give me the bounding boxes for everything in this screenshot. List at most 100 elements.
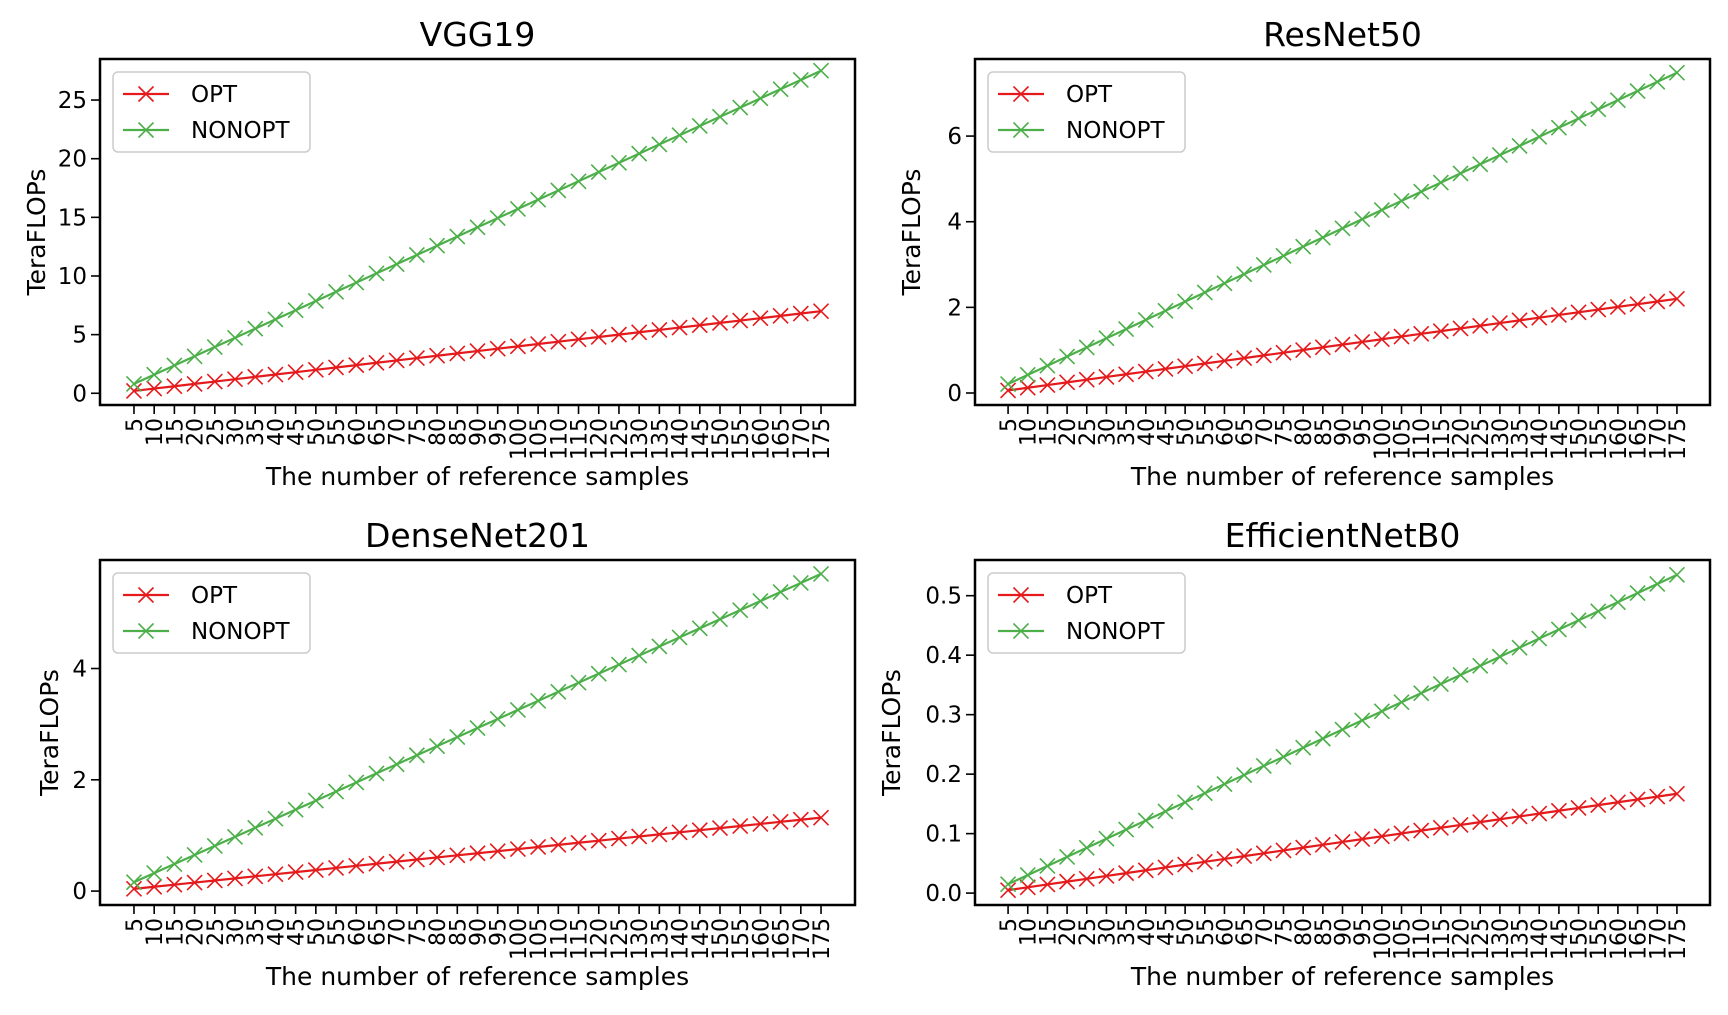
legend: OPT NONOPT (112, 572, 311, 654)
data-point-nonopt (772, 81, 789, 98)
data-point-nonopt (408, 747, 425, 764)
y-tick-label: 0.0 (925, 881, 962, 907)
data-point-opt (1236, 350, 1253, 367)
data-point-nonopt (408, 246, 425, 264)
x-tick-label: 35 (1115, 418, 1140, 446)
data-point-nonopt (1236, 266, 1253, 283)
x-tick-label: 60 (1213, 918, 1238, 946)
x-tick-label: 70 (1253, 418, 1278, 446)
data-point-nonopt (368, 765, 385, 782)
x-tick-label: 45 (285, 418, 310, 446)
x-tick-label: 40 (1135, 918, 1160, 946)
data-point-opt (1511, 808, 1528, 825)
data-point-nonopt (1491, 648, 1508, 665)
legend-marker-opt (137, 586, 155, 604)
legend-box (112, 572, 311, 654)
legend-label-opt: OPT (1066, 583, 1113, 609)
data-point-nonopt (1334, 721, 1351, 738)
x-tick-label: 75 (1272, 918, 1297, 946)
data-point-opt (1098, 867, 1115, 885)
data-point-opt (449, 345, 466, 362)
data-point-opt (651, 826, 668, 843)
data-point-opt (530, 838, 547, 856)
x-tick-label: 10 (143, 918, 168, 946)
x-tick-label: 15 (163, 918, 188, 946)
data-point-opt (1393, 825, 1410, 842)
chart-title: ResNet50 (1263, 15, 1422, 54)
y-tick-label: 0.1 (925, 822, 962, 848)
data-point-nonopt (1039, 857, 1056, 875)
data-point-opt (388, 853, 405, 870)
x-tick-label: 100 (507, 918, 532, 960)
legend-label-opt: OPT (1066, 82, 1113, 108)
y-tick-label: 0.3 (925, 703, 962, 729)
data-point-opt (348, 357, 365, 374)
data-point-nonopt (1393, 694, 1410, 711)
data-point-nonopt (1295, 739, 1312, 756)
data-point-opt (1491, 314, 1508, 332)
x-tick-label: 160 (1607, 918, 1632, 960)
x-tick-label: 125 (608, 418, 633, 460)
x-tick-label: 155 (729, 418, 754, 460)
data-point-nonopt (388, 256, 405, 273)
data-point-nonopt (711, 108, 729, 125)
x-tick-label: 75 (406, 418, 431, 446)
x-tick-label: 120 (588, 418, 613, 460)
data-point-nonopt (348, 274, 365, 291)
data-point-nonopt (1432, 675, 1449, 693)
x-tick-label: 55 (1194, 918, 1219, 946)
data-point-opt (732, 312, 749, 329)
x-tick-label: 85 (446, 418, 471, 446)
data-point-nonopt (691, 117, 708, 135)
x-tick-label: 140 (669, 418, 694, 460)
data-point-nonopt (1314, 229, 1331, 246)
x-tick-label: 125 (608, 918, 633, 960)
x-tick-label: 45 (285, 918, 310, 946)
data-point-nonopt (732, 99, 749, 116)
legend-marker-nonopt (1012, 121, 1030, 139)
y-tick-label: 0.4 (925, 643, 962, 669)
x-tick-label: 155 (1587, 418, 1612, 460)
data-point-opt (1334, 336, 1351, 353)
data-point-nonopt (307, 792, 324, 809)
data-point-opt (1118, 865, 1135, 882)
data-point-opt (469, 845, 486, 862)
x-tick-label: 140 (1528, 918, 1553, 960)
legend-label-nonopt: NONOPT (191, 118, 290, 144)
x-tick-label: 70 (1253, 918, 1278, 946)
data-point-nonopt (449, 228, 466, 245)
x-tick-label: 100 (507, 418, 532, 460)
data-point-opt (691, 317, 708, 334)
data-point-nonopt (489, 210, 506, 227)
data-point-nonopt (590, 665, 607, 682)
data-point-opt (307, 861, 324, 879)
data-point-opt (125, 880, 143, 897)
data-point-nonopt (1216, 275, 1233, 292)
x-tick-label: 150 (709, 918, 734, 960)
y-tick-label: 2 (947, 295, 962, 321)
x-tick-label: 80 (426, 918, 451, 946)
x-tick-label: 55 (325, 418, 350, 446)
data-point-nonopt (226, 329, 244, 346)
data-point-nonopt (348, 774, 365, 791)
data-point-nonopt (327, 783, 345, 800)
data-point-opt (590, 832, 607, 849)
data-point-nonopt (166, 357, 183, 374)
data-point-nonopt (1157, 302, 1174, 319)
data-point-opt (1137, 862, 1154, 879)
x-tick-label: 20 (184, 918, 209, 946)
chart-panel: DenseNet20102451015202530354045505560657… (35, 516, 857, 991)
data-point-nonopt (651, 136, 668, 153)
data-point-opt (1078, 870, 1095, 887)
y-tick-label: 2 (72, 768, 87, 794)
data-point-nonopt (1511, 639, 1528, 656)
data-point-opt (1137, 363, 1154, 380)
legend-box (112, 71, 311, 153)
x-tick-label: 80 (426, 418, 451, 446)
chart-panel: VGG1905101520255101520253035404550556065… (22, 15, 857, 491)
x-tick-label: 165 (770, 418, 795, 460)
data-point-nonopt (1275, 247, 1292, 264)
x-tick-label: 85 (446, 918, 471, 946)
x-tick-label: 50 (305, 418, 330, 446)
x-tick-label: 45 (1154, 418, 1179, 446)
